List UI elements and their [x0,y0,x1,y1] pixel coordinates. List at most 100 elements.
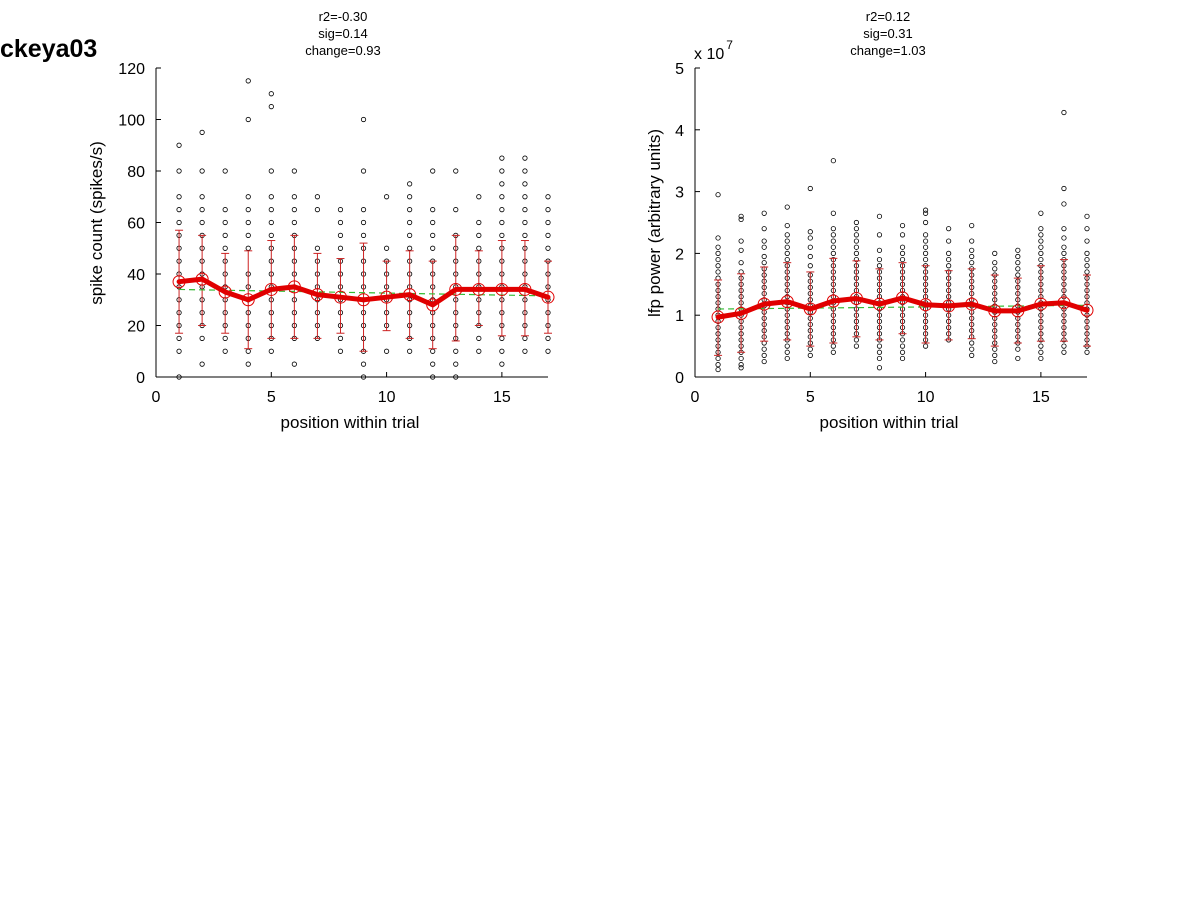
mean-marker [472,282,486,296]
data-point [407,348,413,354]
data-point [853,250,860,256]
data-point [946,256,952,263]
data-point [522,168,528,174]
data-point [1038,244,1044,250]
data-point [407,207,413,213]
data-point [969,253,975,260]
data-point [337,245,344,251]
data-point [830,250,836,256]
data-point [1084,269,1090,275]
data-point [1015,260,1021,266]
data-point [969,238,975,244]
data-point [222,232,228,238]
data-point [922,244,929,250]
data-point [1061,244,1067,250]
x-tick-label: 10 [917,389,935,406]
data-point [853,244,860,250]
data-point [1084,349,1090,355]
data-point [899,349,906,355]
mean-marker [195,272,209,286]
data-point [430,207,436,213]
data-point [784,232,790,238]
mean-marker [218,285,232,299]
mean-marker [965,297,979,311]
data-point [853,226,860,232]
data-point [430,219,436,226]
data-point [715,269,721,275]
data-point [715,366,721,373]
x-tick-label: 15 [493,389,511,406]
data-point [1061,109,1067,116]
data-point [1038,232,1044,238]
data-point [969,260,975,266]
data-point [245,78,251,84]
data-point [291,219,297,226]
mean-marker [357,293,371,307]
data-point [946,263,952,269]
stat-sig: sig=0.14 [318,26,368,41]
data-point [715,256,721,263]
data-point [383,348,390,354]
data-point [922,232,929,238]
data-point [899,222,906,229]
data-point [1015,346,1021,352]
data-point [946,250,952,256]
data-point [268,219,274,226]
data-point [853,232,860,238]
data-point [383,245,390,251]
trend-line [179,288,549,297]
data-point [1038,349,1044,355]
mean-marker [1057,296,1071,310]
data-point [899,250,906,256]
data-point [969,340,975,346]
data-point [807,229,813,235]
y-tick-label: 20 [127,319,145,336]
data-point [337,348,344,354]
mean-marker [287,280,301,294]
data-point [360,207,367,213]
data-point [1038,256,1044,263]
data-point [946,238,952,244]
data-point [876,213,883,219]
data-point [1015,266,1021,272]
data-point [761,260,767,266]
data-point [522,219,528,226]
data-point [1038,250,1044,256]
mean-marker [780,295,794,309]
data-point [337,219,344,226]
data-point [268,194,274,200]
mean-marker [426,298,440,312]
data-point [853,337,860,343]
data-point [176,194,182,200]
data-point [1061,235,1067,241]
plot-area: 0 5 10 15 0 20 40 60 80 100 120 [118,61,555,406]
mean-marker [172,275,186,289]
data-point [807,253,813,260]
data-point [807,352,813,358]
data-point [199,335,205,341]
data-point [1038,343,1044,349]
data-point [784,244,790,250]
data-point [545,207,551,213]
plot-area: 0 5 10 15 0 1 2 3 4 5 [675,61,1094,406]
data-point [522,155,528,161]
y-tick-label: 5 [675,61,684,78]
data-point [499,194,505,200]
data-point [715,235,721,241]
x-tick-label: 0 [691,389,700,406]
y-tick-label: 2 [675,246,684,263]
data-point [360,168,367,174]
mean-marker [333,290,347,304]
data-point [407,219,413,226]
data-point [761,210,767,216]
data-point [761,358,767,365]
data-point [1061,349,1067,355]
stat-change: change=0.93 [305,43,381,58]
data-point [476,335,482,341]
data-point [360,219,367,226]
data-point [830,244,836,250]
mean-marker [872,297,886,311]
data-point [176,219,182,226]
data-point [969,222,975,229]
